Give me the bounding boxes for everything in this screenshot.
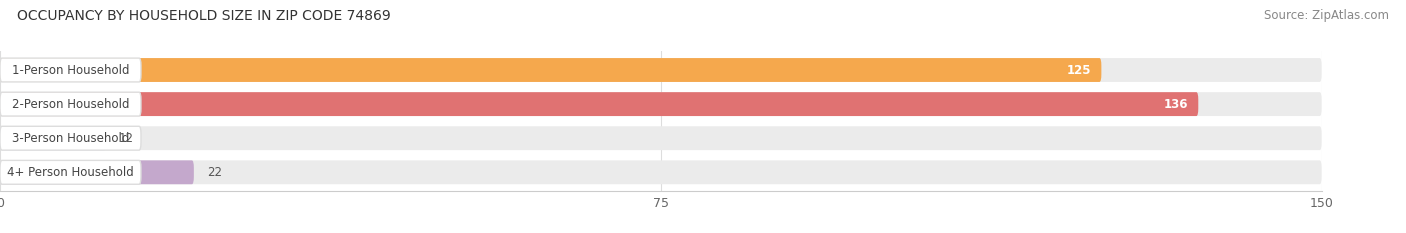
- FancyBboxPatch shape: [0, 160, 1322, 184]
- Text: 136: 136: [1163, 98, 1188, 111]
- Text: 12: 12: [120, 132, 134, 145]
- Text: OCCUPANCY BY HOUSEHOLD SIZE IN ZIP CODE 74869: OCCUPANCY BY HOUSEHOLD SIZE IN ZIP CODE …: [17, 9, 391, 23]
- Text: 2-Person Household: 2-Person Household: [11, 98, 129, 111]
- FancyBboxPatch shape: [0, 58, 1101, 82]
- FancyBboxPatch shape: [0, 58, 1322, 82]
- FancyBboxPatch shape: [0, 92, 1198, 116]
- Text: 22: 22: [207, 166, 222, 179]
- FancyBboxPatch shape: [0, 160, 141, 184]
- FancyBboxPatch shape: [0, 126, 105, 150]
- FancyBboxPatch shape: [0, 92, 141, 116]
- FancyBboxPatch shape: [0, 58, 141, 82]
- FancyBboxPatch shape: [0, 126, 141, 150]
- FancyBboxPatch shape: [0, 92, 1322, 116]
- Text: 3-Person Household: 3-Person Household: [11, 132, 129, 145]
- FancyBboxPatch shape: [0, 160, 194, 184]
- Text: 1-Person Household: 1-Person Household: [11, 64, 129, 76]
- Text: 125: 125: [1066, 64, 1091, 76]
- Text: Source: ZipAtlas.com: Source: ZipAtlas.com: [1264, 9, 1389, 22]
- FancyBboxPatch shape: [0, 126, 1322, 150]
- Text: 4+ Person Household: 4+ Person Household: [7, 166, 134, 179]
